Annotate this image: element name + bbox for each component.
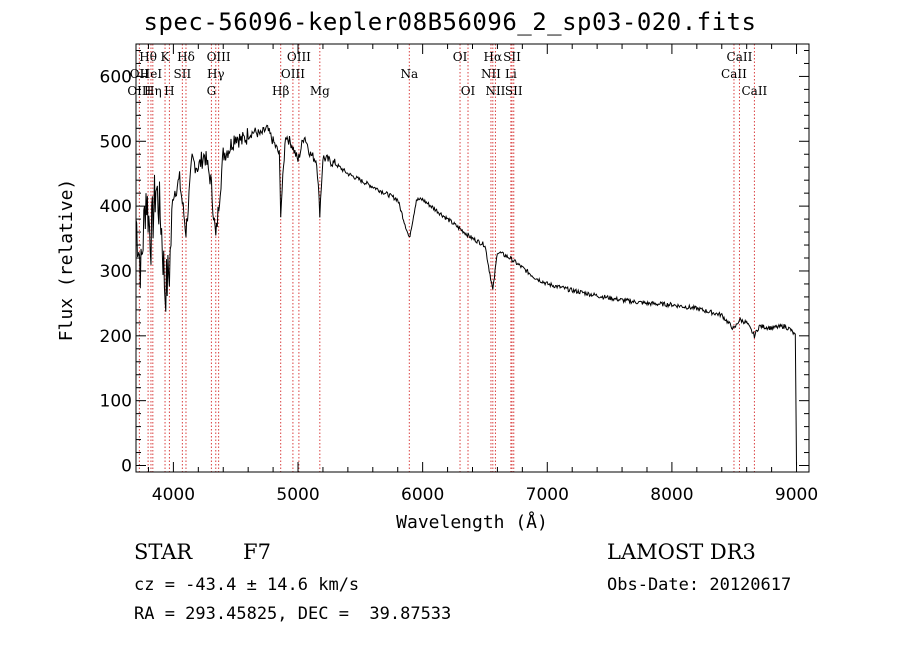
y-tick-label: 400 [100, 197, 132, 217]
x-tick-label: 8000 [650, 485, 693, 505]
y-tick-label: 200 [100, 327, 132, 347]
spectral-line-label: CaII [741, 84, 767, 98]
spectral-line-label: NII [481, 67, 501, 81]
x-tick-label: 9000 [775, 485, 818, 505]
spectral-line-label: Mg [310, 84, 330, 98]
spectrum-series-line [135, 124, 797, 466]
spectral-line-label: G [207, 84, 217, 98]
spectral-line-label: Hδ [177, 50, 195, 64]
y-tick-label: 500 [100, 132, 132, 152]
spectral-line-label: K [161, 50, 171, 64]
spectral-line-label: Li [505, 67, 517, 81]
spectral-line-label: HeI [140, 67, 163, 81]
object-class: STAR [134, 540, 193, 564]
spectral-line-label: OIII [127, 84, 151, 98]
spectral-line-label: OIII [287, 50, 311, 64]
spectral-line-label: Hγ [207, 67, 225, 81]
spectral-line-label: CaII [727, 50, 753, 64]
coordinates-text: RA = 293.45825, DEC = 39.87533 [134, 604, 452, 624]
x-tick-label: 4000 [152, 485, 195, 505]
series-layer [135, 124, 797, 466]
redshift-text: cz = -43.4 ± 14.6 km/s [134, 575, 360, 595]
spectral-line-label: Hη [144, 84, 162, 98]
y-axis-label: Flux (relative) [56, 179, 77, 342]
y-tick-label: 100 [100, 392, 132, 412]
spectral-line-label: Na [400, 67, 418, 81]
spectral-lines-layer [138, 44, 755, 472]
spectral-line-label: Hθ [139, 50, 157, 64]
obs-date-text: Obs-Date: 20120617 [607, 575, 792, 595]
x-tick-label: 6000 [401, 485, 444, 505]
line-labels-layer: Hθ OII OIII HeI Hη K H Hδ SII OIII Hγ G Hβ OIII OIII Mg… [127, 50, 767, 98]
spectral-line-label: OI [453, 50, 468, 64]
chart-title: spec-56096-kepler08B56096_2_sp03-020.fit… [143, 8, 757, 36]
spectral-line-label: SII [174, 67, 192, 81]
ticks-layer: 4000 5000 6000 7000 8000 9000 0 100 200 300 400 500… [100, 44, 818, 505]
spectral-line-label: OI [461, 84, 476, 98]
y-tick-label: 600 [100, 67, 132, 87]
spectral-line-label: SII [505, 84, 523, 98]
spectral-line-label: CaII [721, 67, 747, 81]
spectral-line-label: H [164, 84, 174, 98]
spectral-line-label: NII [485, 84, 505, 98]
spectral-line-label: OIII [281, 67, 305, 81]
survey-label: LAMOST DR3 [607, 540, 756, 564]
x-tick-label: 5000 [276, 485, 319, 505]
x-tick-label: 7000 [526, 485, 569, 505]
x-axis-label: Wavelength (Å) [396, 511, 548, 533]
spectral-line-label: OIII [207, 50, 231, 64]
plot-frame [135, 43, 810, 473]
spectral-line-label: OII [130, 67, 150, 81]
object-subclass: F7 [243, 540, 271, 564]
spectral-line-label: SII [503, 50, 521, 64]
spectral-line-label: Hα [484, 50, 503, 64]
y-tick-label: 300 [100, 262, 132, 282]
spectral-line-label: Hβ [272, 84, 289, 98]
y-tick-label: 0 [121, 457, 132, 477]
